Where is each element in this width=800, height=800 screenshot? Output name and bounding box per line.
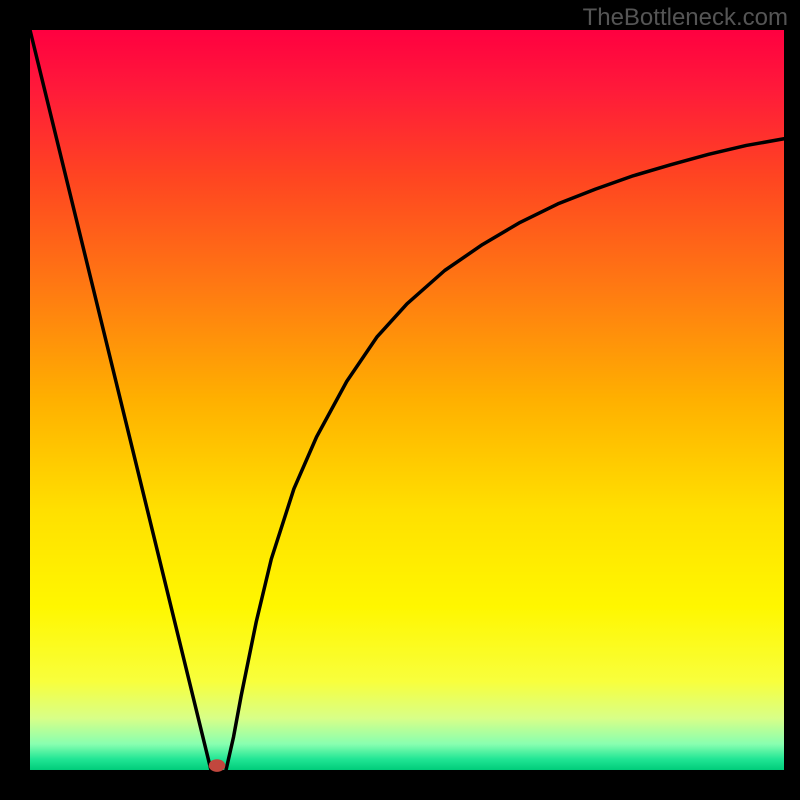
chart-canvas: TheBottleneck.com (0, 0, 800, 800)
minimum-marker (209, 759, 226, 772)
plot-background (30, 30, 784, 770)
bottleneck-chart-svg (0, 0, 800, 800)
